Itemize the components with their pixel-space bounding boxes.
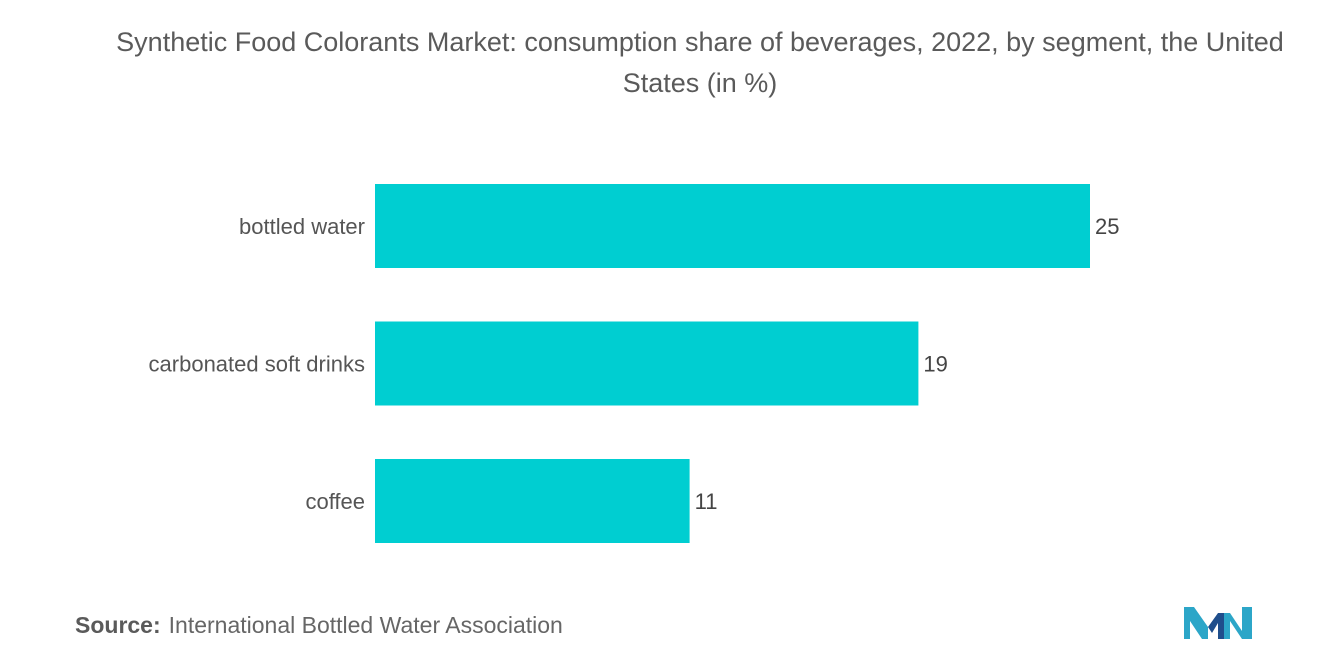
chart-title: Synthetic Food Colorants Market: consump… [116,27,1284,98]
source-text: International Bottled Water Association [168,612,563,638]
bar-2 [375,459,690,543]
value-label-2: 11 [695,489,718,514]
mordor-intelligence-logo-icon [1184,607,1252,639]
value-label-1: 19 [923,352,947,377]
value-label-0: 25 [1095,214,1119,239]
category-label-2: coffee [305,489,365,514]
bar-0 [375,184,1090,268]
category-label-1: carbonated soft drinks [149,352,365,377]
bar-1 [375,321,919,406]
source-note: Source: International Bottled Water Assoc… [75,612,563,639]
source-label: Source: [75,612,161,638]
bar-chart: bottled water 25 carbonated soft drinks 19 c… [149,184,1119,543]
category-label-0: bottled water [239,214,365,239]
